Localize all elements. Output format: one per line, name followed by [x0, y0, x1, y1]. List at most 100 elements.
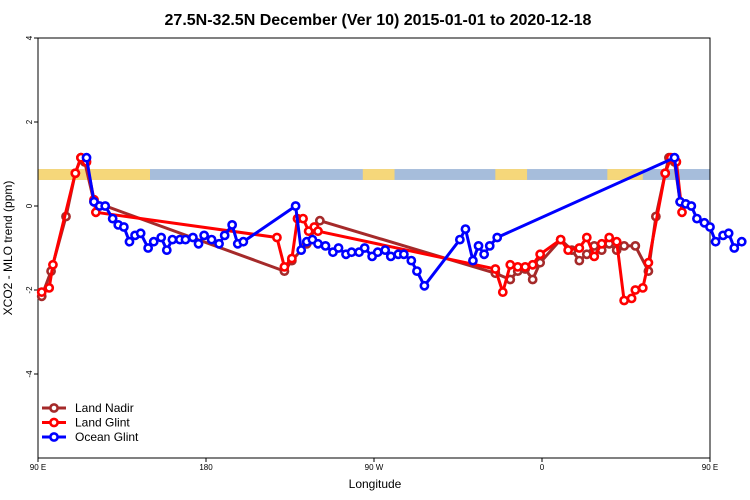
data-point	[199, 230, 210, 241]
data-point	[630, 285, 641, 295]
data-point	[468, 255, 478, 266]
data-point	[581, 232, 592, 243]
data-point	[555, 234, 566, 245]
data-point	[286, 253, 297, 264]
data-point	[692, 213, 702, 224]
data-point	[298, 213, 308, 224]
data-point	[723, 228, 734, 239]
y-tick-label: -2	[25, 286, 34, 294]
series-ocean-glint	[81, 152, 747, 291]
data-point	[161, 245, 172, 255]
data-point	[313, 226, 323, 237]
data-point	[296, 245, 307, 255]
data-point	[490, 264, 501, 274]
data-point	[596, 238, 607, 249]
data-point	[272, 232, 282, 243]
data-point	[219, 230, 230, 241]
legend-item: Land Nadir	[42, 401, 134, 415]
legend-item: Land Glint	[42, 416, 130, 430]
data-point	[206, 234, 217, 245]
land-mask-band	[38, 169, 710, 180]
data-point	[479, 249, 490, 260]
land-segment-1	[362, 169, 395, 180]
data-point	[314, 215, 325, 226]
data-point	[527, 259, 538, 270]
data-point	[398, 249, 409, 260]
data-point	[520, 261, 531, 272]
data-point	[637, 282, 648, 293]
y-tick-label: 0	[25, 203, 34, 208]
land-segment-2	[495, 169, 528, 180]
data-point	[705, 222, 715, 232]
data-point	[535, 249, 546, 260]
data-point	[143, 243, 154, 253]
legend-swatch-point	[49, 403, 59, 413]
data-point	[574, 243, 585, 253]
y-tick-label: 4	[25, 35, 34, 40]
data-point	[686, 201, 697, 211]
data-point	[385, 251, 396, 262]
data-point	[70, 168, 81, 179]
data-point	[227, 219, 238, 230]
legend-swatch-point	[49, 432, 59, 442]
data-point	[180, 234, 191, 245]
y-axis-ticks: 4 2 0 -2 -4	[25, 35, 38, 378]
data-point	[589, 251, 600, 262]
data-point	[527, 274, 538, 285]
data-point	[643, 257, 654, 268]
data-point	[460, 224, 471, 234]
data-point	[188, 232, 198, 243]
data-point	[574, 255, 585, 266]
data-point	[313, 238, 323, 249]
data-point	[290, 201, 301, 211]
data-point	[473, 240, 484, 251]
data-point	[167, 234, 178, 245]
data-point	[135, 228, 146, 239]
data-point	[380, 245, 391, 255]
y-tick-label: -4	[25, 370, 34, 378]
data-point	[630, 240, 641, 251]
x-tick-label: 90 E	[30, 463, 46, 472]
data-point	[238, 236, 249, 247]
x-tick-label: 180	[199, 463, 213, 472]
data-point	[505, 259, 516, 270]
x-tick-label: 90 E	[702, 463, 718, 472]
data-point	[677, 207, 687, 218]
data-point	[193, 238, 204, 249]
legend-label: Land Glint	[75, 416, 130, 430]
x-axis-ticks: 90 E 180 90 W 0 90 E	[30, 458, 718, 472]
legend-label: Land Nadir	[75, 401, 134, 415]
data-point	[412, 266, 422, 276]
data-point	[626, 293, 637, 304]
data-point	[604, 232, 615, 243]
data-point	[48, 259, 58, 270]
data-point	[497, 287, 508, 297]
data-point	[124, 236, 135, 247]
data-point	[669, 152, 680, 163]
data-point	[660, 168, 671, 179]
x-tick-label: 90 W	[365, 463, 384, 472]
data-point	[81, 152, 92, 163]
data-point	[611, 236, 622, 247]
legend-swatch-point	[49, 417, 59, 428]
data-point	[44, 282, 55, 293]
data-point	[406, 255, 417, 266]
y-axis-label: XCO2 - MLO trend (ppm)	[1, 181, 15, 316]
data-point	[512, 261, 523, 272]
x-tick-label: 0	[540, 463, 545, 472]
data-point	[148, 236, 159, 247]
y-tick-label: 2	[25, 119, 34, 124]
data-point	[372, 247, 383, 258]
data-point	[492, 232, 503, 243]
land-segment-0	[38, 169, 150, 180]
x-axis-label: Longitude	[349, 477, 402, 491]
data-point	[107, 213, 118, 224]
data-point	[214, 238, 224, 249]
data-point	[156, 232, 167, 243]
data-point	[100, 201, 111, 211]
data-point	[563, 245, 574, 255]
data-point	[320, 240, 331, 251]
data-point	[619, 295, 630, 306]
data-point	[729, 243, 740, 253]
